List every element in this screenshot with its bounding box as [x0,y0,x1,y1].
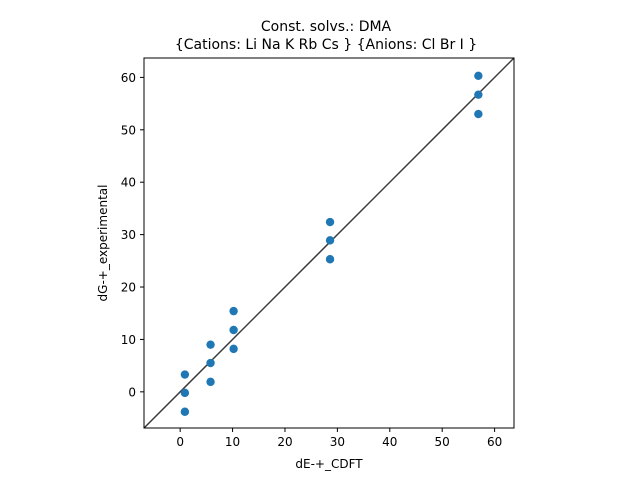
data-points-layer [180,71,483,416]
data-point [325,255,335,264]
data-point [206,358,215,368]
data-point [206,377,215,387]
y-tick-label: 40 [121,176,136,190]
data-point [180,388,190,398]
chart-title-line-1: Const. solvs.: DMA [261,19,392,35]
x-tick-label: 40 [382,435,397,449]
x-tick-label: 50 [435,435,450,449]
y-tick-label: 0 [128,385,136,399]
data-point [474,109,483,119]
y-tick-label: 20 [121,281,136,295]
data-point [229,344,238,354]
y-axis-label: dG-+_experimental [96,185,110,302]
x-axis-ticks: 0 10 20 30 40 50 60 [176,428,502,449]
chart-title-line-2: {Cations: Li Na K Rb Cs } {Anions: Cl Br… [175,37,477,53]
plot-frame [143,57,515,429]
y-tick-label: 30 [121,228,136,242]
x-axis-label: dE-+_CDFT [295,457,363,471]
x-tick-label: 60 [487,435,502,449]
data-point [206,340,215,349]
data-point [229,325,238,335]
x-tick-label: 10 [225,435,240,449]
x-tick-label: 0 [176,435,184,449]
data-point [180,407,190,416]
x-tick-label: 30 [330,435,345,449]
y-tick-label: 50 [121,123,136,137]
data-point [325,217,335,227]
data-point [325,236,335,245]
y-tick-label: 10 [121,333,136,347]
data-point [180,370,190,379]
data-point [229,306,238,316]
y-tick-label: 60 [121,71,136,85]
x-tick-label: 20 [277,435,292,449]
y-axis-ticks: 0 10 20 30 40 50 60 [121,71,144,399]
data-point [474,71,483,81]
data-point [474,90,483,99]
